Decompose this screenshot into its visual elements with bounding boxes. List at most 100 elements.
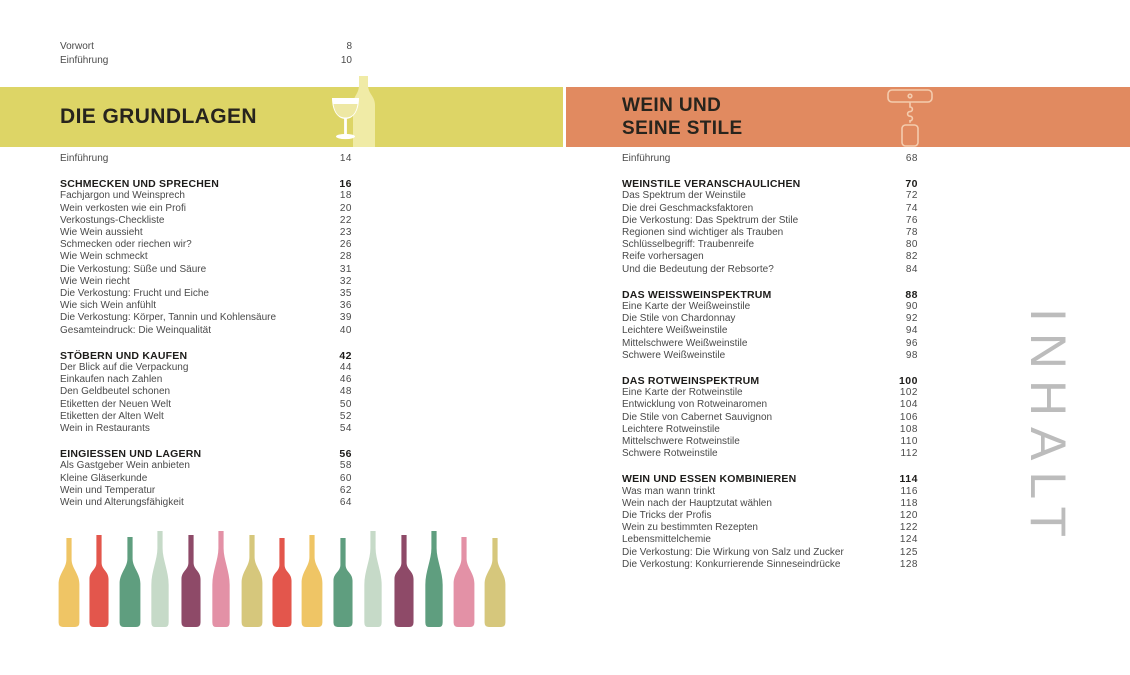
wine-bottle-icon: [394, 535, 414, 627]
toc-entry-page: 74: [905, 202, 918, 214]
toc-entry-page: 106: [899, 411, 918, 423]
toc-entry-label: Vorwort: [60, 41, 94, 52]
toc-entry: Wein verkosten wie ein Profi 20: [60, 203, 352, 215]
toc-entry-label: Fachjargon und Weinsprech: [60, 190, 185, 202]
toc-entry: Die Verkostung: Die Wirkung von Salz und…: [622, 547, 918, 559]
toc-entry-label: Reife vorhersagen: [622, 251, 704, 263]
toc-entry-label: Eine Karte der Weißweinstile: [622, 301, 751, 313]
toc-entry-page: 128: [899, 558, 918, 570]
toc-entry-label: Wein verkosten wie ein Profi: [60, 202, 186, 214]
toc-entry: Wein in Restaurants 54: [60, 423, 352, 435]
toc-entry: Wein nach der Hauptzutat wählen 118: [622, 498, 918, 510]
wine-bottle-icon: [212, 531, 230, 627]
toc-entry-page: 76: [905, 214, 918, 226]
toc-entry-page: 120: [899, 510, 918, 522]
corkscrew-icon: [887, 89, 933, 147]
toc-entry-page: 114: [899, 473, 918, 486]
toc-entry-page: 104: [899, 399, 918, 411]
toc-entry-page: 36: [339, 300, 352, 312]
toc-entry-label: Die Verkostung: Konkurrierende Sinnesein…: [622, 558, 841, 570]
toc-entry: Fachjargon und Weinsprech 18: [60, 190, 352, 202]
wine-bottle-icon: [241, 535, 262, 627]
toc-entry-page: 70: [905, 178, 918, 191]
toc-entry-label: Wein in Restaurants: [60, 423, 150, 435]
toc-entry: Vorwort 8: [60, 40, 352, 54]
toc-entry-page: 102: [899, 387, 918, 399]
toc-entry-label: Etiketten der Alten Welt: [60, 410, 164, 422]
toc-entry: Die Verkostung: Das Spektrum der Stile 76: [622, 215, 918, 227]
toc-entry-label: STÖBERN UND KAUFEN: [60, 349, 188, 362]
toc-entry-label: WEIN UND ESSEN KOMBINIEREN: [622, 473, 797, 486]
toc-entry-label: Schwere Weißweinstile: [622, 349, 726, 361]
toc-entry-page: 18: [339, 190, 352, 202]
toc-entry-page: 78: [905, 227, 918, 239]
toc-entry-page: 64: [339, 497, 352, 509]
toc-entry-page: 84: [905, 263, 918, 275]
toc-entry-label: Kleine Gläserkunde: [60, 472, 148, 484]
toc-entry-page: 62: [339, 484, 352, 496]
toc-entry: Und die Bedeutung der Rebsorte? 84: [622, 264, 918, 276]
toc-column-grundlagen: Einführung 14 SCHMECKEN UND SPRECHEN 16 Fach…: [60, 153, 352, 509]
right-chapter-band: WEIN UND SEINE STILE: [566, 87, 1130, 147]
toc-entry-page: 23: [339, 227, 352, 239]
left-chapter-title: DIE GRUNDLAGEN: [60, 105, 257, 128]
toc-entry-page: 82: [905, 251, 918, 263]
toc-entry-page: 88: [905, 288, 918, 301]
toc-entry-page: 10: [340, 55, 352, 66]
toc-entry-page: 60: [339, 472, 352, 484]
wine-bottle-icon: [484, 538, 506, 627]
toc-entry: Schwere Rotweinstile 112: [622, 448, 918, 460]
toc-entry-page: 16: [339, 178, 352, 191]
toc-entry-label: Den Geldbeutel schonen: [60, 386, 171, 398]
toc-entry-label: Und die Bedeutung der Rebsorte?: [622, 263, 774, 275]
toc-entry-label: DAS ROTWEINSPEKTRUM: [622, 375, 760, 388]
toc-entry-label: Wie sich Wein anfühlt: [60, 300, 156, 312]
toc-entry-page: 68: [905, 153, 918, 164]
toc-entry: Eine Karte der Weißweinstile 90: [622, 301, 918, 313]
toc-entry-page: 108: [899, 423, 918, 435]
toc-entry-label: Mittelschwere Rotweinstile: [622, 436, 740, 448]
left-chapter-band: DIE GRUNDLAGEN: [0, 76, 563, 147]
toc-entry: Einführung 10: [60, 54, 352, 68]
toc-entry-page: 50: [339, 398, 352, 410]
contents-sidebar-label: INHALT: [1020, 307, 1076, 549]
toc-entry-label: Gesamteindruck: Die Weinqualität: [60, 324, 211, 336]
toc-column-weinstile: Einführung 68 WEINSTILE VERANSCHAULICHEN 70…: [622, 153, 918, 571]
toc-entry: Verkostungs-Checkliste 22: [60, 215, 352, 227]
toc-entry: Kleine Gläserkunde 60: [60, 473, 352, 485]
toc-entry: Was man wann trinkt 116: [622, 486, 918, 498]
toc-entry: Mittelschwere Weißweinstile 96: [622, 338, 918, 350]
toc-entry-page: 35: [339, 288, 352, 300]
toc-entry-page: 118: [900, 497, 918, 509]
toc-entry: Eine Karte der Rotweinstile 102: [622, 387, 918, 399]
toc-entry-label: Wie Wein aussieht: [60, 227, 143, 239]
toc-entry: Die Stile von Cabernet Sauvignon 106: [622, 412, 918, 424]
toc-entry-label: Schlüsselbegriff: Traubenreife: [622, 239, 755, 251]
toc-entry-label: Wie Wein riecht: [60, 275, 130, 287]
toc-entry-label: Die Stile von Cabernet Sauvignon: [622, 411, 773, 423]
toc-entry: Wie Wein riecht 32: [60, 276, 352, 288]
toc-heading: DAS WEISSWEINSPEKTRUM 88: [622, 289, 918, 301]
toc-entry-label: Etiketten der Neuen Welt: [60, 398, 171, 410]
toc-entry-page: 94: [905, 325, 918, 337]
toc-entry-page: 124: [899, 534, 918, 546]
toc-entry-label: Die drei Geschmacksfaktoren: [622, 202, 754, 214]
toc-entry: Schmecken oder riechen wir? 26: [60, 239, 352, 251]
toc-entry: Wein zu bestimmten Rezepten 122: [622, 522, 918, 534]
toc-entry-page: 39: [339, 312, 352, 324]
toc-entry: Einkaufen nach Zahlen 46: [60, 374, 352, 386]
toc-entry-label: Regionen sind wichtiger als Trauben: [622, 227, 784, 239]
toc-entry-label: Wein und Alterungsfähigkeit: [60, 497, 184, 509]
toc-entry-label: Die Verkostung: Die Wirkung von Salz und…: [622, 546, 844, 558]
toc-entry-label: Das Spektrum der Weinstile: [622, 190, 746, 202]
wine-bottle-icon: [333, 538, 353, 627]
toc-entry-label: Einführung: [622, 153, 671, 164]
toc-entry-page: 8: [346, 41, 352, 52]
toc-entry: Wein und Alterungsfähigkeit 64: [60, 497, 352, 509]
toc-entry-page: 44: [339, 362, 352, 374]
wine-bottle-icon: [89, 535, 109, 627]
toc-entry: Lebensmittelchemie 124: [622, 534, 918, 546]
toc-entry-page: 52: [339, 410, 352, 422]
toc-entry-page: 42: [339, 349, 352, 362]
toc-entry: Den Geldbeutel schonen 48: [60, 386, 352, 398]
